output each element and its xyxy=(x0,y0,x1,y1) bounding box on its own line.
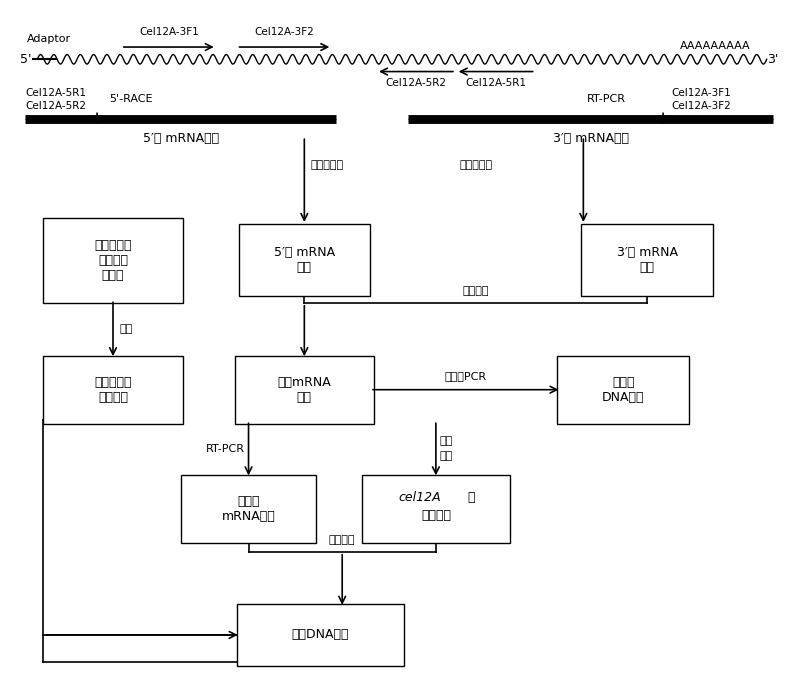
Text: 3': 3' xyxy=(767,53,778,66)
Text: 的克隆: 的克隆 xyxy=(102,269,124,282)
FancyBboxPatch shape xyxy=(238,224,370,296)
Text: mRNA片段: mRNA片段 xyxy=(222,510,275,523)
Text: RT-PCR: RT-PCR xyxy=(587,94,626,104)
Text: 序列拼接: 序列拼接 xyxy=(462,286,489,296)
Text: 比对: 比对 xyxy=(440,451,453,461)
Text: 编码区: 编码区 xyxy=(612,376,634,389)
Text: Cel12A-5R1: Cel12A-5R1 xyxy=(465,79,526,88)
Text: Cel12A-3F1: Cel12A-3F1 xyxy=(139,27,198,38)
FancyBboxPatch shape xyxy=(181,475,316,543)
Text: Cel12A-3F2: Cel12A-3F2 xyxy=(671,101,731,111)
Text: 序列拼接: 序列拼接 xyxy=(329,535,355,545)
Text: 3′端 mRNA: 3′端 mRNA xyxy=(617,246,678,259)
FancyBboxPatch shape xyxy=(43,356,182,424)
Text: 含子序列: 含子序列 xyxy=(421,509,451,522)
Text: 序列: 序列 xyxy=(297,391,312,404)
Text: 编码区两侧: 编码区两侧 xyxy=(94,239,132,252)
FancyBboxPatch shape xyxy=(43,218,182,303)
Text: DNA序列: DNA序列 xyxy=(602,391,645,404)
Text: 测序: 测序 xyxy=(119,324,133,334)
Text: RT-PCR: RT-PCR xyxy=(206,445,245,454)
FancyBboxPatch shape xyxy=(234,356,374,424)
Text: 序列: 序列 xyxy=(440,436,453,446)
Text: 克隆及测序: 克隆及测序 xyxy=(310,160,344,170)
Text: 完整mRNA: 完整mRNA xyxy=(278,376,331,389)
Text: 5′端 mRNA片段: 5′端 mRNA片段 xyxy=(142,132,219,145)
Text: Cel12A-5R1: Cel12A-5R1 xyxy=(26,88,86,98)
Text: 5′端 mRNA: 5′端 mRNA xyxy=(274,246,335,259)
Text: Cel12A-3F1: Cel12A-3F1 xyxy=(671,88,731,98)
Text: 克隆及测序: 克隆及测序 xyxy=(460,160,493,170)
Text: 内: 内 xyxy=(464,492,475,505)
Text: 5'-RACE: 5'-RACE xyxy=(109,94,153,104)
Text: 调控序列: 调控序列 xyxy=(98,254,128,267)
Text: Cel12A-5R2: Cel12A-5R2 xyxy=(386,79,446,88)
Text: 3′端 mRNA片段: 3′端 mRNA片段 xyxy=(553,132,629,145)
Text: cel12A: cel12A xyxy=(398,492,442,505)
FancyBboxPatch shape xyxy=(558,356,689,424)
Text: Cel12A-3F2: Cel12A-3F2 xyxy=(254,27,314,38)
Text: 调控序列: 调控序列 xyxy=(98,391,128,404)
Text: 5': 5' xyxy=(19,53,31,66)
Text: 完整DNA序列: 完整DNA序列 xyxy=(291,629,349,642)
Text: AAAAAAAAA: AAAAAAAAA xyxy=(679,41,750,51)
FancyBboxPatch shape xyxy=(237,604,404,666)
Text: 序列: 序列 xyxy=(640,261,654,274)
Text: 成熟肽: 成熟肽 xyxy=(238,495,260,508)
Text: 基因组PCR: 基因组PCR xyxy=(445,371,487,382)
FancyBboxPatch shape xyxy=(362,475,510,543)
Text: Adaptor: Adaptor xyxy=(27,34,71,44)
Text: 编码区两侧: 编码区两侧 xyxy=(94,376,132,389)
FancyBboxPatch shape xyxy=(582,224,713,296)
Text: Cel12A-5R2: Cel12A-5R2 xyxy=(26,101,86,111)
Text: 序列: 序列 xyxy=(297,261,312,274)
